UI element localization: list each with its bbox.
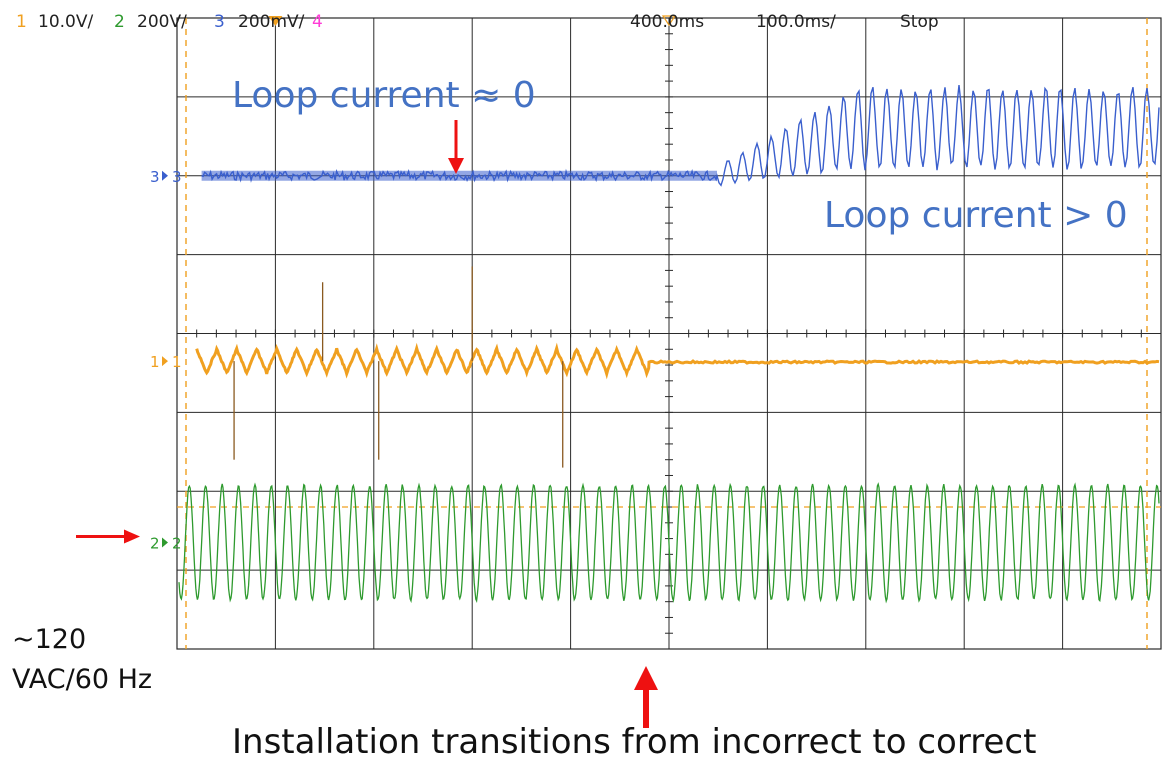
ch2-ac-line-trace xyxy=(178,482,1160,604)
down-arrow-head-icon xyxy=(448,158,464,174)
transition-caption: Installation transitions from incorrect … xyxy=(232,722,1037,762)
ch1-spikes xyxy=(233,266,564,468)
ch3-number: 3 xyxy=(214,12,225,32)
loop-current-positive-label: Loop current > 0 xyxy=(824,195,1128,236)
annotation-arrows xyxy=(76,120,658,728)
ch2-number: 2 xyxy=(114,12,125,32)
run-state: Stop xyxy=(900,12,939,32)
ch2-marker-label: 2 xyxy=(172,535,182,553)
ch1-trace xyxy=(195,342,1160,380)
trigger-position-marker xyxy=(268,16,283,26)
loop-current-zero-label: Loop current ≈ 0 xyxy=(232,75,536,116)
ch3-ground-marker: 3 xyxy=(150,168,160,186)
ch3-scale: 200mV/ xyxy=(238,12,305,32)
ch1-scale: 10.0V/ xyxy=(38,12,94,32)
ch4-number: 4 xyxy=(312,12,323,32)
ch3-noise-band xyxy=(201,170,718,181)
ch3-ground-arrow-icon xyxy=(162,170,168,181)
delay-readout: 400.0ms xyxy=(630,12,705,32)
traces xyxy=(178,85,1160,604)
ch3-marker-label: 3 xyxy=(172,168,182,186)
delay-marker xyxy=(661,15,677,27)
ch2-ground-marker: 2 xyxy=(150,535,160,553)
ch2-ground-arrow-icon xyxy=(162,537,168,548)
ac-voltage-label-line1: ~120 xyxy=(12,624,87,655)
ch1-number: 1 xyxy=(16,12,27,32)
ch1-ground-arrow-icon xyxy=(162,356,168,367)
right-arrow-head-icon xyxy=(124,529,140,544)
ac-voltage-label-line2: VAC/60 Hz xyxy=(12,664,153,695)
up-arrow-head-icon xyxy=(634,666,658,690)
channel-markers: 3 3 1 1 2 2 xyxy=(150,168,182,553)
ch1-ground-marker: 1 xyxy=(150,353,160,371)
ch1-marker-label: 1 xyxy=(172,353,182,371)
timebase-readout: 100.0ms/ xyxy=(756,12,836,32)
ch2-scale: 200V/ xyxy=(137,12,187,32)
